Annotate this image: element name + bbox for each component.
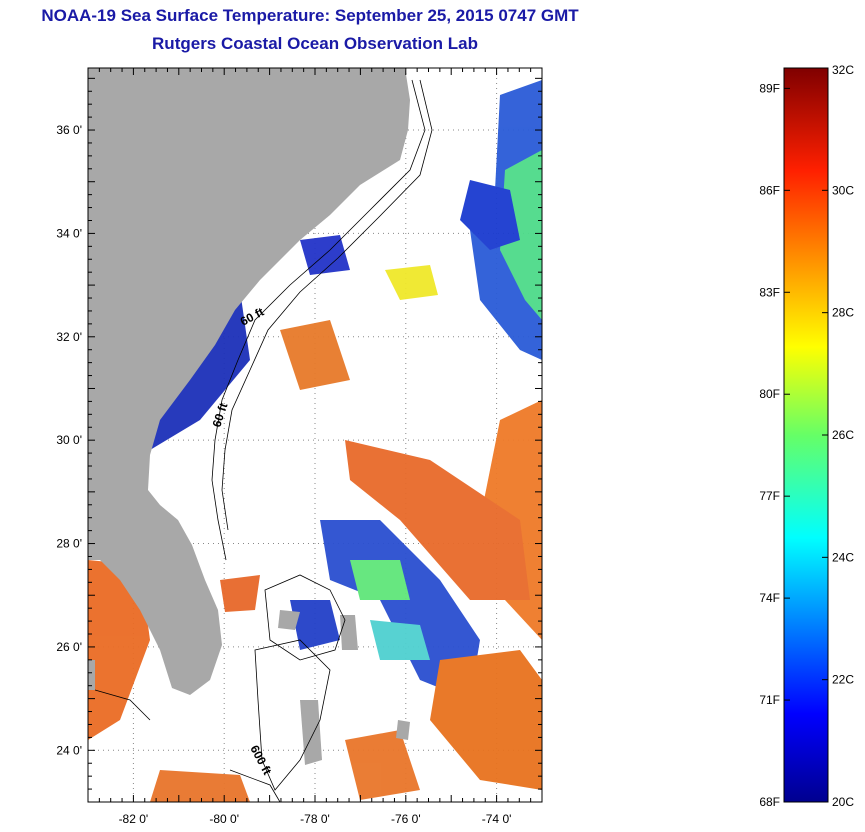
colorbar-fahrenheit-label: 89F	[759, 81, 780, 95]
colorbar-celsius-label: 20C	[832, 795, 854, 809]
colorbar-celsius-label: 22C	[832, 673, 854, 687]
map-title: NOAA-19 Sea Surface Temperature: Septemb…	[41, 6, 579, 25]
land-islands	[88, 610, 410, 765]
lat-tick-label: 30 0'	[56, 433, 82, 447]
colorbar-fahrenheit-label: 77F	[759, 489, 780, 503]
lat-tick-label: 32 0'	[56, 330, 82, 344]
colorbar-celsius-label: 30C	[832, 183, 854, 197]
lat-tick-label: 34 0'	[56, 226, 82, 240]
bathymetry-contours	[94, 79, 433, 802]
colorbar-celsius-labels: 32C 30C 28C 26C 24C 22C 20C	[822, 63, 854, 809]
lat-tick-label: 26 0'	[56, 640, 82, 654]
lon-tick-label: -76 0'	[391, 812, 421, 826]
colorbar-fahrenheit-label: 80F	[759, 387, 780, 401]
map-plot-area: 60 ft 60 ft 600 ft	[88, 68, 542, 802]
lon-tick-label: -80 0'	[209, 812, 239, 826]
lat-tick-label: 24 0'	[56, 743, 82, 757]
lon-tick-label: -78 0'	[300, 812, 330, 826]
colorbar-fahrenheit-label: 74F	[759, 591, 780, 605]
colorbar-fahrenheit-labels: 89F 86F 83F 80F 77F 74F 71F 68F	[759, 81, 790, 809]
colorbar-celsius-label: 24C	[832, 550, 854, 564]
colorbar-fahrenheit-label: 71F	[759, 693, 780, 707]
colorbar-celsius-label: 26C	[832, 428, 854, 442]
latitude-axis: 36 0' 34 0' 32 0' 30 0' 28 0' 26 0' 24 0'	[56, 77, 542, 803]
lon-tick-label: -74 0'	[482, 812, 512, 826]
colorbar-fahrenheit-label: 83F	[759, 285, 780, 299]
temperature-colorbar	[783, 67, 829, 803]
lat-tick-label: 28 0'	[56, 537, 82, 551]
lat-tick-label: 36 0'	[56, 123, 82, 137]
lon-tick-label: -82 0'	[119, 812, 149, 826]
longitude-axis: -82 0' -80 0' -78 0' -76 0' -74 0'	[87, 68, 543, 826]
map-subtitle: Rutgers Coastal Ocean Observation Lab	[152, 34, 478, 53]
colorbar-fahrenheit-label: 86F	[759, 183, 780, 197]
colorbar-celsius-label: 28C	[832, 306, 854, 320]
colorbar-fahrenheit-label: 68F	[759, 795, 780, 809]
colorbar-celsius-label: 32C	[832, 63, 854, 77]
land-mainland	[88, 68, 410, 695]
